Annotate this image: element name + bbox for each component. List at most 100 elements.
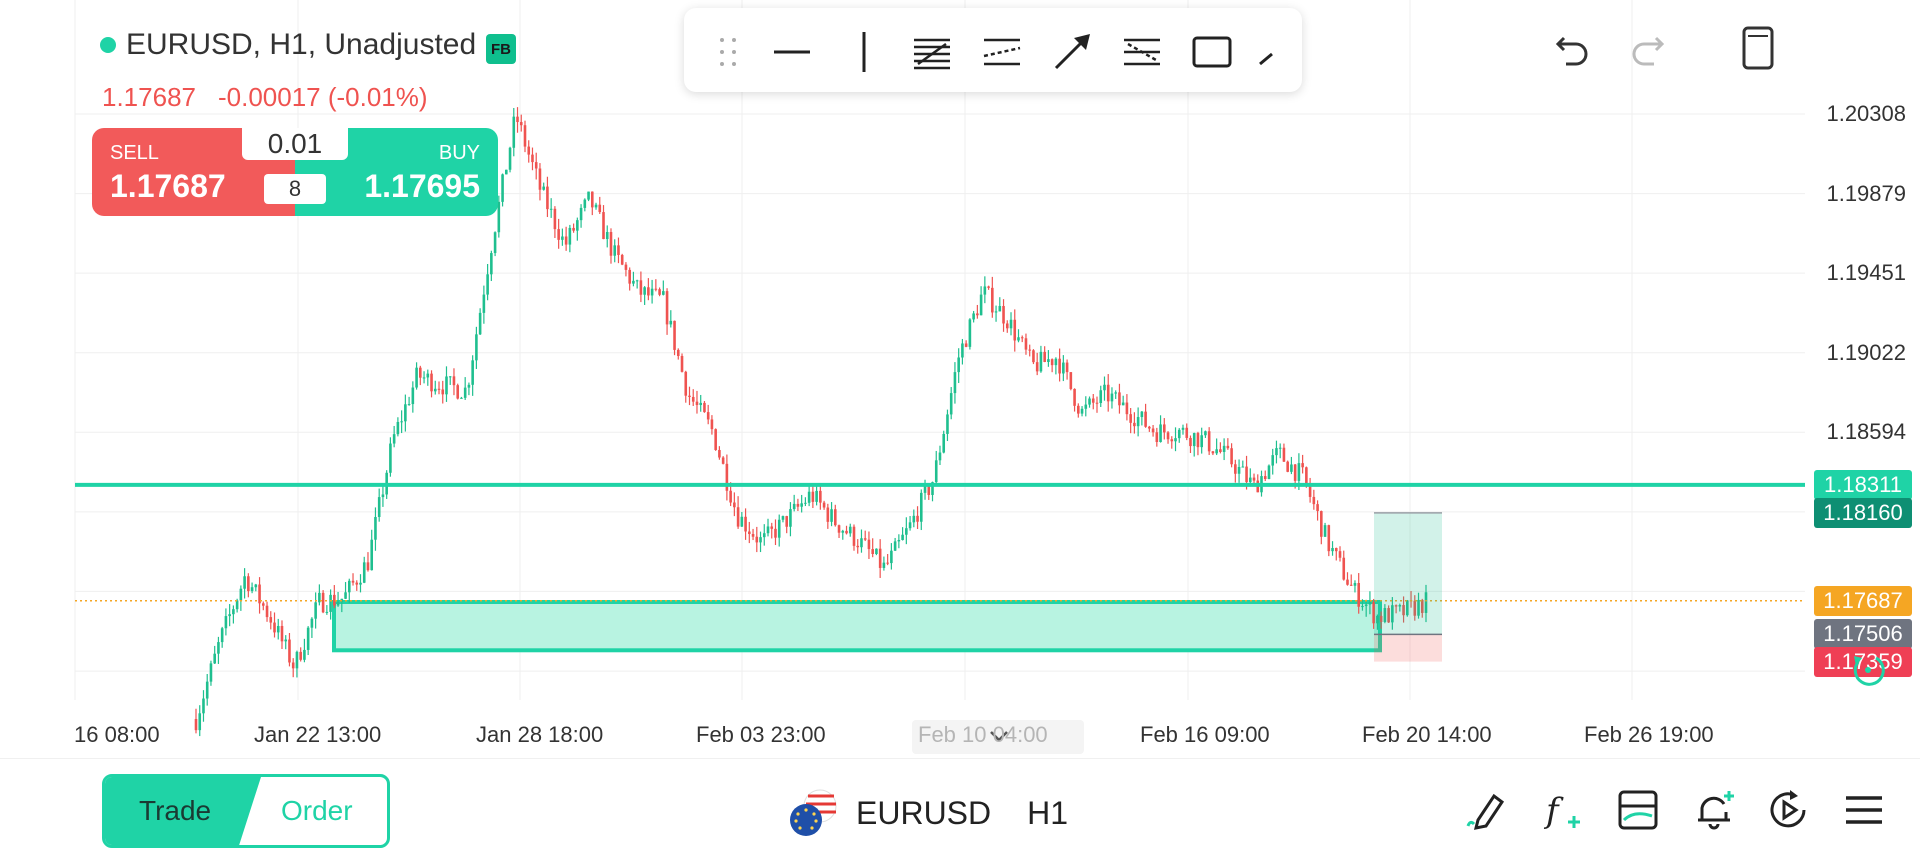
candle-body [811, 491, 815, 502]
candle-body [568, 227, 572, 245]
alert-icon[interactable] [1688, 784, 1740, 836]
candle-body [549, 208, 553, 210]
candle-body [650, 288, 654, 296]
candle-body [770, 526, 774, 529]
candle-body [991, 287, 994, 313]
candle-body [213, 653, 216, 664]
candle-body [538, 168, 542, 190]
price-chart[interactable] [0, 0, 1920, 760]
candle-body [377, 497, 381, 518]
candle-body [321, 592, 325, 613]
candle-body [931, 482, 934, 495]
candle-body [740, 516, 744, 527]
candle-body [852, 526, 856, 546]
candle-body [1301, 463, 1304, 468]
candle-body [1035, 362, 1039, 372]
candle-body [1121, 402, 1125, 406]
drag-handle-icon[interactable] [706, 30, 750, 74]
replay-icon[interactable] [1762, 784, 1814, 836]
undo-icon[interactable] [1548, 24, 1596, 72]
candle-body [1080, 408, 1084, 414]
pencil-line-icon[interactable] [1250, 30, 1294, 74]
candle-body [1091, 398, 1095, 403]
chevron-down-icon[interactable] [988, 728, 1010, 751]
candle-body [347, 580, 351, 593]
candle-body [994, 311, 998, 313]
candle-body [710, 419, 714, 430]
vertical-line-icon[interactable] [842, 30, 886, 74]
candle-body [194, 719, 198, 731]
candle-body [198, 713, 202, 731]
candle-body [415, 367, 418, 388]
menu-icon[interactable] [1838, 784, 1890, 836]
candle-body [777, 519, 781, 538]
phone-layout-icon[interactable] [1734, 24, 1782, 72]
candle-body [964, 343, 968, 347]
position-loss-zone[interactable] [1374, 634, 1442, 662]
candle-body [923, 486, 927, 493]
demand-zone-rectangle[interactable] [332, 600, 1382, 653]
candle-body [1379, 615, 1383, 622]
candle-body [796, 503, 800, 507]
candle-body [643, 287, 646, 295]
candle-body [1398, 605, 1402, 607]
candle-body [620, 254, 624, 265]
candle-body [830, 509, 833, 522]
candle-body [1237, 467, 1241, 474]
candle-body [1353, 583, 1357, 586]
candle-body [1054, 358, 1058, 366]
templates-icon[interactable] [1612, 784, 1664, 836]
candle-body [598, 204, 602, 213]
bottom-timeframe[interactable]: H1 [1027, 794, 1069, 831]
candle-body [1297, 463, 1301, 481]
candle-body [860, 538, 863, 548]
arrow-icon[interactable] [1050, 30, 1094, 74]
position-profit-zone[interactable] [1374, 512, 1442, 635]
candle-body [946, 414, 949, 434]
candle-body [1204, 431, 1207, 436]
candle-body [303, 649, 306, 660]
symbol-selector[interactable]: EURUSD H1 [786, 786, 1068, 840]
candle-body [662, 291, 665, 295]
candle-body [1185, 427, 1189, 438]
indicators-icon[interactable]: f [1536, 784, 1588, 836]
candle-body [1368, 601, 1372, 605]
candle-body [1312, 496, 1316, 505]
fb-badge[interactable]: FB [486, 34, 516, 64]
candle-body [733, 502, 736, 508]
candle-body [1305, 467, 1308, 484]
candle-body [1144, 411, 1147, 427]
horizontal-line-icon[interactable] [770, 30, 814, 74]
candle-body [613, 245, 617, 256]
candle-body [475, 334, 478, 361]
quantity-input[interactable]: 0.01 [242, 128, 348, 160]
rectangle-icon[interactable] [1190, 30, 1234, 74]
reset-chart-icon[interactable] [1846, 648, 1890, 692]
parallel-channel-icon[interactable] [980, 30, 1024, 74]
candle-body [224, 616, 228, 629]
candle-body [505, 169, 508, 175]
fib-extension-icon[interactable] [1120, 30, 1164, 74]
candle-body [258, 584, 261, 604]
candle-body [1361, 606, 1364, 608]
candle-body [1043, 351, 1046, 362]
draw-tools-icon[interactable] [1462, 784, 1514, 836]
candle-body [976, 313, 979, 316]
candle-body [1013, 319, 1017, 341]
candle-body [1357, 583, 1361, 607]
candle-body [1125, 402, 1129, 415]
candle-body [1316, 504, 1319, 512]
candle-body [845, 530, 848, 534]
redo-icon[interactable] [1624, 24, 1672, 72]
candle-body [265, 605, 269, 618]
candle-body [359, 582, 362, 585]
tab-order[interactable]: Order [281, 795, 353, 826]
tab-trade[interactable] [105, 777, 261, 845]
candle-body [1308, 483, 1312, 497]
fib-retracement-icon[interactable] [910, 30, 954, 74]
candle-body [519, 122, 523, 126]
candle-body [344, 592, 347, 599]
candle-body [748, 531, 751, 535]
price-axis-label: 1.19451 [1826, 260, 1906, 286]
time-scroll-handle[interactable] [912, 720, 1084, 754]
